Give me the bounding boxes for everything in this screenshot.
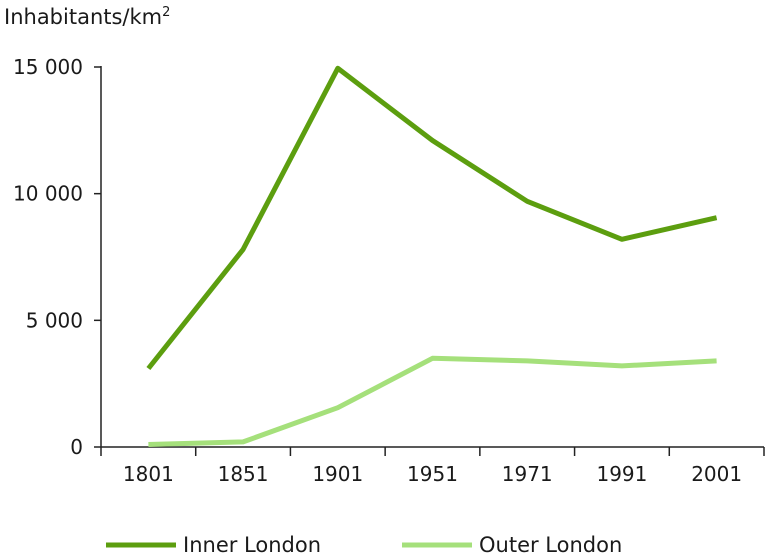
legend-label-inner-london: Inner London xyxy=(183,533,321,557)
y-axis-title: Inhabitants/km2 xyxy=(4,5,170,29)
series-line-outer-london xyxy=(148,355,717,447)
x-tick-label: 1801 xyxy=(123,462,174,486)
series-line-inner-london xyxy=(146,65,718,371)
y-tick-labels: 0 5 000 10 000 15 000 xyxy=(13,55,83,459)
x-tick-label: 2001 xyxy=(691,462,742,486)
y-axis-title-superscript: 2 xyxy=(162,5,170,20)
legend: Inner London Outer London xyxy=(106,533,622,557)
x-tick-label: 1991 xyxy=(596,462,647,486)
x-tick-label: 1851 xyxy=(218,462,269,486)
legend-label-outer-london: Outer London xyxy=(479,533,622,557)
series-lines xyxy=(146,65,718,447)
y-tick-label: 5 000 xyxy=(26,308,83,332)
y-tick-label: 15 000 xyxy=(13,55,83,79)
svg-text:Inhabitants/km2: Inhabitants/km2 xyxy=(4,5,170,29)
y-axis-title-text: Inhabitants/km xyxy=(4,5,162,29)
y-tick-label: 10 000 xyxy=(13,182,83,206)
x-tick-label: 1971 xyxy=(502,462,553,486)
x-tick-label: 1951 xyxy=(407,462,458,486)
y-tick-label: 0 xyxy=(70,435,83,459)
x-tick-labels: 1801 1851 1901 1951 1971 1991 2001 xyxy=(123,462,742,486)
axes xyxy=(94,66,765,456)
x-tick-label: 1901 xyxy=(312,462,363,486)
